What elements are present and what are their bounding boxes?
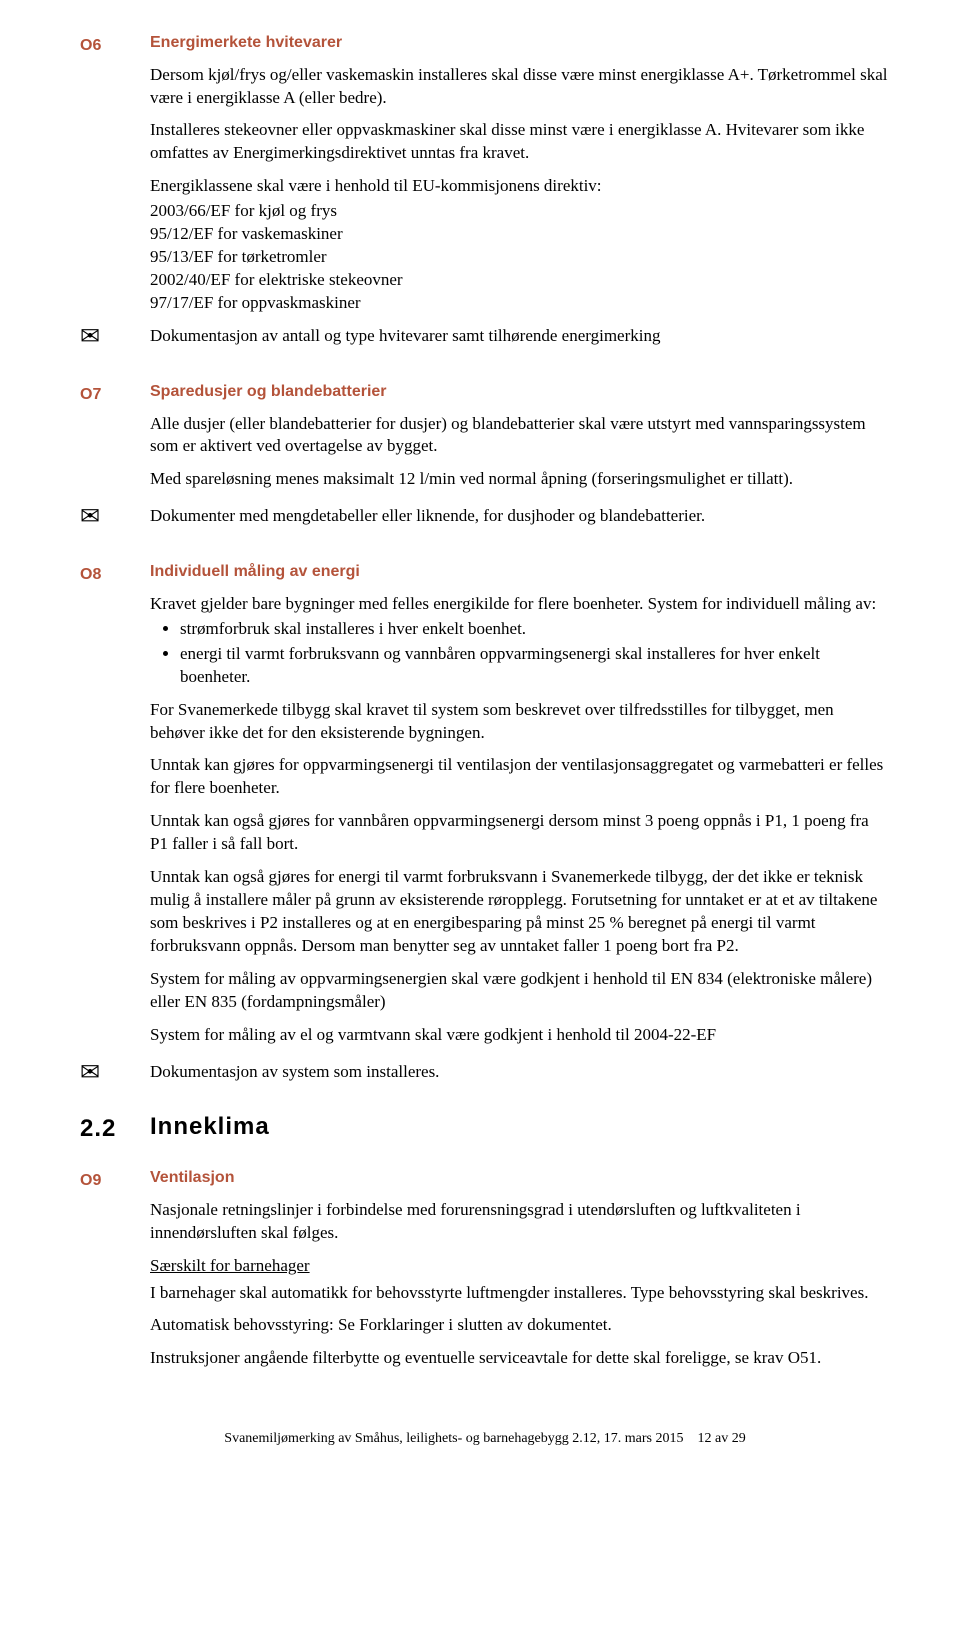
- o8-bullets: strømforbruk skal installeres i hver enk…: [150, 618, 890, 689]
- heading-o7: Sparedusjer og blandebatterier: [150, 381, 890, 403]
- page-footer: Svanemiljømerking av Småhus, leilighets-…: [80, 1430, 890, 1449]
- o9-body: Nasjonale retningslinjer i forbindelse m…: [80, 1199, 890, 1381]
- code-o9: O9: [80, 1172, 101, 1189]
- o6-p2: Installeres stekeovner eller oppvaskmask…: [150, 119, 890, 165]
- page: O6 Energimerkete hvitevarer Dersom kjøl/…: [0, 0, 960, 1489]
- o6-l4: 2002/40/EF for elektriske stekeovner: [150, 269, 890, 292]
- heading-o8: Individuell måling av energi: [150, 561, 890, 583]
- o6-l3: 95/13/EF for tørketromler: [150, 246, 890, 269]
- heading-o6: Energimerkete hvitevarer: [150, 32, 890, 54]
- envelope-icon: ✉: [80, 324, 100, 350]
- o8-b1: strømforbruk skal installeres i hver enk…: [180, 618, 890, 641]
- code-o7: O7: [80, 386, 101, 403]
- o8-doc: Dokumentasjon av system som installeres.: [150, 1061, 890, 1084]
- section-2-2: 2.2 Inneklima: [80, 1111, 890, 1145]
- o8-p7: System for måling av el og varmtvann ska…: [150, 1024, 890, 1047]
- o8-doc-row: ✉ Dokumentasjon av system som installere…: [80, 1061, 890, 1089]
- footer-left: Svanemiljømerking av Småhus, leilighets-…: [224, 1431, 683, 1446]
- o6-l5: 97/17/EF for oppvaskmaskiner: [150, 292, 890, 315]
- o8-p5: Unntak kan også gjøres for energi til va…: [150, 866, 890, 958]
- o6-p1: Dersom kjøl/frys og/eller vaskemaskin in…: [150, 64, 890, 110]
- o8-p4: Unntak kan også gjøres for vannbåren opp…: [150, 810, 890, 856]
- o7-p1: Alle dusjer (eller blandebatterier for d…: [150, 413, 890, 459]
- o6-doc-row: ✉ Dokumentasjon av antall og type hvitev…: [80, 325, 890, 353]
- o7-p2: Med spareløsning menes maksimalt 12 l/mi…: [150, 468, 890, 491]
- heading-o9: Ventilasjon: [150, 1167, 890, 1189]
- section-2-2-title: Inneklima: [150, 1113, 270, 1140]
- footer-right: 12 av 29: [697, 1431, 745, 1446]
- section-o8-header: O8 Individuell måling av energi: [80, 561, 890, 589]
- o8-p6: System for måling av oppvarmingsenergien…: [150, 968, 890, 1014]
- section-o6-header: O6 Energimerkete hvitevarer: [80, 32, 890, 60]
- o7-doc-row: ✉ Dokumenter med mengdetabeller eller li…: [80, 505, 890, 533]
- o9-p3: Automatisk behovsstyring: Se Forklaringe…: [150, 1314, 890, 1337]
- o8-p2: For Svanemerkede tilbygg skal kravet til…: [150, 699, 890, 745]
- envelope-icon: ✉: [80, 1060, 100, 1086]
- o8-p1: Kravet gjelder bare bygninger med felles…: [150, 593, 890, 616]
- code-o8: O8: [80, 566, 101, 583]
- o6-l2: 95/12/EF for vaskemaskiner: [150, 223, 890, 246]
- o9-p4: Instruksjoner angående filterbytte og ev…: [150, 1347, 890, 1370]
- envelope-icon: ✉: [80, 504, 100, 530]
- o8-b2: energi til varmt forbruksvann og vannbår…: [180, 643, 890, 689]
- o8-body: Kravet gjelder bare bygninger med felles…: [80, 593, 890, 1057]
- o7-body: Alle dusjer (eller blandebatterier for d…: [80, 413, 890, 502]
- o6-body: Dersom kjøl/frys og/eller vaskemaskin in…: [80, 64, 890, 315]
- section-o7-header: O7 Sparedusjer og blandebatterier: [80, 381, 890, 409]
- o6-l1: 2003/66/EF for kjøl og frys: [150, 200, 890, 223]
- o9-p2: I barnehager skal automatikk for behovss…: [150, 1282, 890, 1305]
- o9-sub: Særskilt for barnehager: [150, 1256, 310, 1275]
- section-2-2-num: 2.2: [80, 1115, 116, 1142]
- o7-doc: Dokumenter med mengdetabeller eller likn…: [150, 505, 890, 528]
- o6-p3: Energiklassene skal være i henhold til E…: [150, 175, 890, 198]
- o6-doc: Dokumentasjon av antall og type hvitevar…: [150, 325, 890, 348]
- o8-p3: Unntak kan gjøres for oppvarmingsenergi …: [150, 754, 890, 800]
- o9-p1: Nasjonale retningslinjer i forbindelse m…: [150, 1199, 890, 1245]
- section-o9-header: O9 Ventilasjon: [80, 1167, 890, 1195]
- code-o6: O6: [80, 37, 101, 54]
